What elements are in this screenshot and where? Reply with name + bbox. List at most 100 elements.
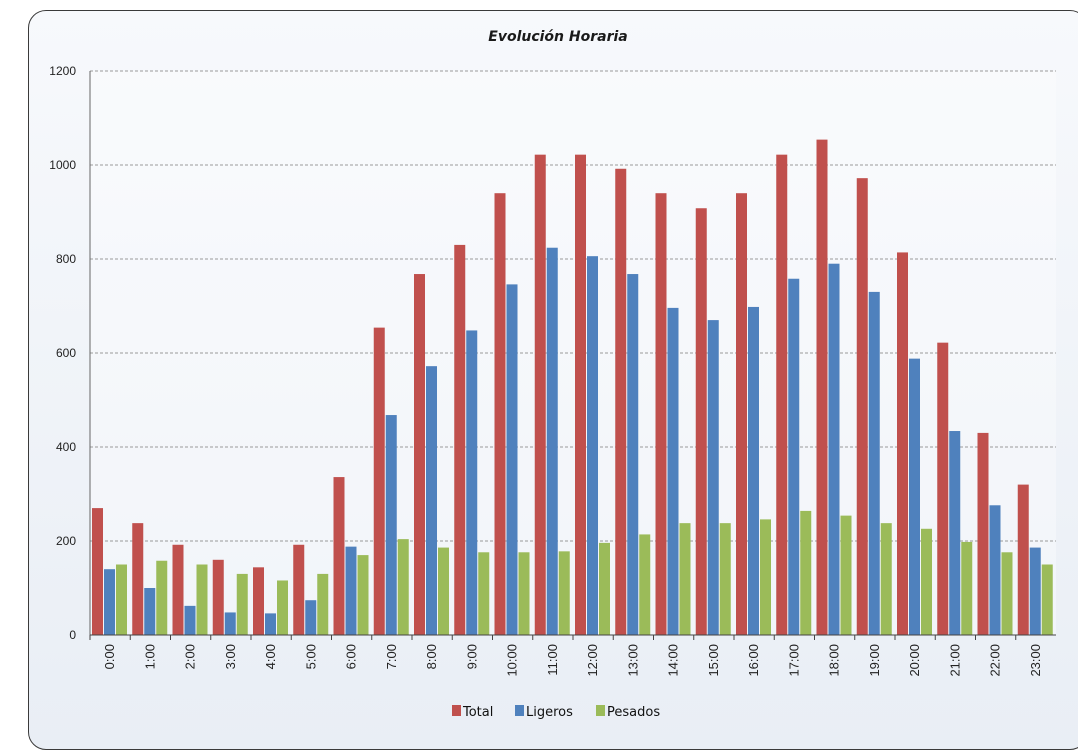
x-tick-label: 16:00	[746, 644, 761, 677]
chart-title: Evolución Horaria	[488, 29, 627, 45]
x-tick-label: 21:00	[947, 644, 962, 677]
bar-ligeros-1500	[707, 320, 719, 635]
x-tick-label: 17:00	[786, 644, 801, 677]
x-tick-label: 3:00	[223, 644, 238, 669]
bar-ligeros-1200	[587, 256, 598, 635]
bar-pesados-2000	[921, 528, 932, 635]
bar-pesados-2300	[1041, 564, 1053, 635]
bar-ligeros-200	[184, 605, 196, 635]
x-tick-label: 7:00	[384, 644, 399, 669]
bar-total-600	[333, 477, 345, 635]
x-tick-label: 13:00	[625, 644, 640, 677]
bar-pesados-2200	[1001, 552, 1013, 635]
y-tick-label: 200	[56, 534, 76, 548]
bar-total-900	[454, 244, 466, 635]
bar-pesados-1500	[719, 523, 731, 635]
x-tick-label: 9:00	[464, 644, 479, 669]
y-tick-label: 400	[56, 440, 76, 454]
legend-label-ligeros: Ligeros	[526, 705, 573, 720]
bar-total-2000	[897, 252, 908, 636]
bar-total-2100	[937, 342, 949, 635]
bar-ligeros-900	[466, 330, 478, 635]
bar-total-000	[92, 508, 103, 635]
x-tick-label: 23:00	[1028, 644, 1043, 677]
bar-total-1600	[736, 193, 747, 635]
bars-group	[92, 139, 1053, 636]
x-tick-label: 19:00	[867, 644, 882, 677]
bar-pesados-700	[397, 539, 409, 635]
gridlines	[90, 70, 1056, 542]
bar-ligeros-1300	[627, 274, 639, 635]
bar-total-100	[132, 523, 144, 635]
bar-ligeros-2300	[1029, 547, 1041, 635]
bar-pesados-1300	[639, 534, 651, 635]
bar-pesados-600	[357, 555, 369, 635]
bar-pesados-500	[317, 573, 329, 635]
bar-pesados-400	[277, 580, 288, 635]
bar-total-2200	[977, 432, 989, 635]
x-tick-label: 20:00	[907, 644, 922, 677]
bar-total-1300	[615, 168, 627, 635]
x-tick-label: 15:00	[706, 644, 721, 677]
x-tick-label: 5:00	[303, 644, 318, 669]
bar-pesados-300	[236, 573, 248, 635]
x-tick-label: 14:00	[666, 644, 681, 677]
bar-ligeros-600	[345, 546, 357, 635]
bar-ligeros-1700	[788, 278, 800, 635]
bar-ligeros-2200	[989, 505, 1001, 635]
legend-swatch-pesados	[596, 705, 605, 716]
y-tick-label: 800	[56, 252, 76, 266]
bar-pesados-1700	[800, 510, 812, 635]
bar-pesados-1800	[840, 515, 852, 635]
bar-total-800	[414, 274, 425, 635]
bar-total-400	[253, 567, 264, 635]
x-tick-label: 12:00	[585, 644, 600, 677]
bar-pesados-1200	[599, 542, 610, 635]
legend-label-pesados: Pesados	[607, 705, 660, 720]
bar-ligeros-2000	[909, 358, 920, 635]
bar-ligeros-1800	[828, 263, 840, 635]
x-tick-label: 2:00	[183, 644, 198, 669]
y-tick-label: 0	[69, 628, 76, 642]
legend-swatch-total	[452, 705, 461, 716]
bar-total-1200	[575, 154, 586, 635]
bar-total-1400	[655, 193, 667, 635]
bar-ligeros-1400	[667, 307, 679, 635]
bar-pesados-900	[478, 552, 490, 635]
legend-label-total: Total	[462, 705, 493, 720]
bar-pesados-2100	[961, 541, 973, 635]
bar-ligeros-500	[305, 600, 317, 635]
bar-total-1000	[494, 193, 506, 635]
bar-ligeros-1600	[748, 306, 759, 635]
x-tick-label: 1:00	[142, 644, 157, 669]
x-tick-label: 18:00	[827, 644, 842, 677]
bar-total-1800	[816, 139, 828, 635]
x-tick-label: 8:00	[424, 644, 439, 669]
legend: Total Ligeros Pesados	[452, 705, 660, 720]
bar-pesados-1100	[558, 551, 570, 635]
bar-pesados-000	[116, 564, 127, 635]
x-tick-label: 6:00	[344, 644, 359, 669]
bar-pesados-1600	[760, 519, 771, 635]
bar-ligeros-400	[265, 613, 276, 635]
x-tick-label: 4:00	[263, 644, 278, 669]
bar-ligeros-700	[385, 415, 397, 635]
bar-total-1900	[856, 178, 868, 635]
bar-pesados-1400	[679, 523, 691, 635]
bar-total-500	[293, 544, 305, 635]
bar-pesados-1000	[518, 552, 530, 635]
bar-ligeros-1100	[546, 247, 558, 635]
bar-ligeros-300	[224, 612, 236, 635]
y-tick-label: 600	[56, 346, 76, 360]
bar-total-1100	[534, 154, 546, 635]
y-tick-label: 1000	[49, 158, 76, 172]
bar-total-1500	[695, 208, 707, 636]
bar-ligeros-800	[426, 366, 437, 635]
x-tick-label: 11:00	[545, 644, 560, 676]
bar-pesados-100	[156, 560, 168, 635]
bar-ligeros-1000	[506, 284, 518, 635]
legend-swatch-ligeros	[515, 705, 524, 716]
bar-ligeros-000	[104, 569, 115, 635]
bar-pesados-1900	[880, 523, 892, 635]
